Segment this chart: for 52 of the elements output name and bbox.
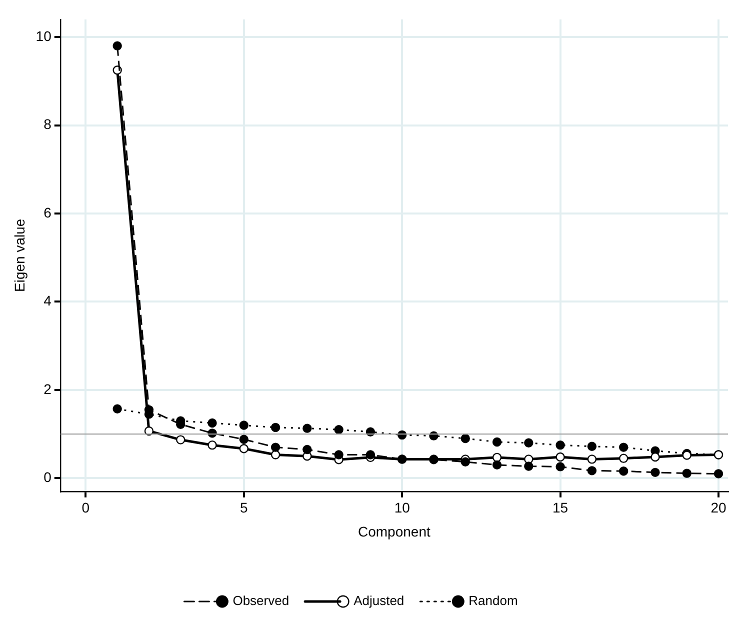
point	[302, 444, 312, 454]
point	[112, 41, 122, 50]
point	[618, 466, 628, 476]
point	[714, 469, 724, 478]
point	[302, 424, 312, 433]
point	[208, 418, 217, 428]
point	[492, 460, 502, 470]
legend-label: Adjusted	[354, 593, 404, 608]
x-axis-title: Component	[358, 523, 430, 540]
point	[270, 450, 280, 460]
point	[650, 452, 660, 462]
point	[587, 466, 597, 476]
y-tick-label: 8	[44, 116, 52, 132]
x-tick-label: 5	[240, 500, 248, 516]
x-tick-label: 0	[82, 500, 90, 516]
point	[650, 468, 660, 478]
point	[524, 438, 534, 448]
point	[270, 442, 280, 452]
point	[366, 450, 376, 460]
y-tick-label: 10	[36, 28, 52, 44]
point	[176, 435, 186, 444]
x-tick-label: 20	[710, 500, 727, 516]
point	[492, 437, 502, 447]
point	[587, 442, 597, 452]
point	[556, 452, 565, 462]
point	[112, 404, 122, 414]
y-tick-label: 0	[44, 469, 52, 486]
point	[682, 468, 692, 478]
point	[460, 457, 470, 466]
point	[556, 440, 565, 450]
x-tick-label: 10	[394, 500, 410, 516]
point	[618, 442, 628, 452]
point	[270, 422, 280, 432]
point	[334, 450, 344, 460]
legend-label: Random	[468, 593, 518, 608]
point	[524, 462, 534, 471]
point	[239, 444, 248, 454]
point	[492, 452, 502, 462]
point	[208, 440, 217, 450]
x-tick-label: 15	[552, 500, 568, 516]
y-axis-title: Eigen value	[11, 218, 28, 292]
legend-label: Observed	[232, 593, 290, 608]
point	[460, 434, 470, 444]
point	[556, 462, 565, 472]
y-tick-label: 4	[44, 292, 52, 309]
point	[587, 454, 597, 464]
point	[239, 434, 248, 444]
y-tick-label: 2	[44, 380, 52, 397]
point	[618, 454, 628, 463]
point	[334, 425, 344, 434]
y-tick-label: 6	[44, 204, 52, 220]
point	[239, 420, 248, 430]
